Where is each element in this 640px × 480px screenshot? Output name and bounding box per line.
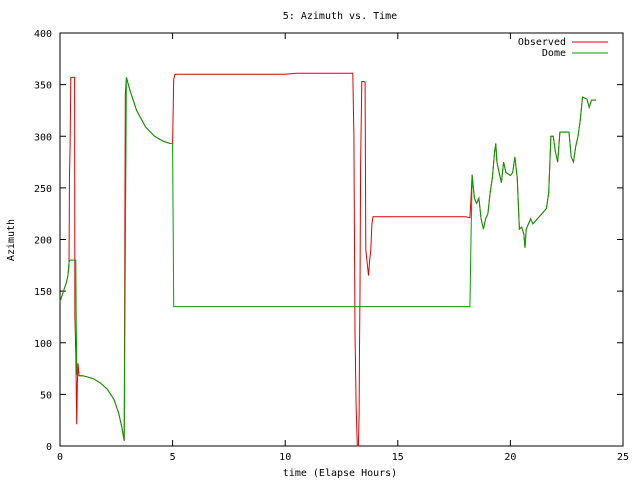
y-tick-label: 300 [34, 132, 52, 143]
y-tick-label: 400 [34, 29, 52, 40]
y-tick-label: 250 [34, 184, 52, 195]
series-line-observed [59, 72, 596, 447]
y-axis-label: Azimuth [6, 219, 17, 261]
y-tick-label: 100 [34, 339, 52, 350]
x-tick-label: 15 [392, 452, 404, 463]
x-axis-ticks: 0 5 10 15 20 25 [57, 33, 629, 463]
series-lines [59, 72, 596, 447]
y-tick-label: 150 [34, 287, 52, 298]
chart-title: 5: Azimuth vs. Time [283, 11, 397, 22]
y-tick-label: 350 [34, 81, 52, 92]
y-tick-label: 50 [40, 390, 52, 401]
x-tick-label: 20 [504, 452, 516, 463]
legend-label-dome: Dome [542, 48, 566, 59]
y-axis-ticks: 0 50 100 150 200 250 300 350 400 [34, 29, 623, 453]
x-axis-label: time (Elapse Hours) [283, 468, 397, 479]
x-tick-label: 0 [57, 452, 63, 463]
y-tick-label: 200 [34, 236, 52, 247]
x-tick-label: 5 [170, 452, 176, 463]
x-tick-label: 25 [617, 452, 629, 463]
y-tick-label: 0 [46, 442, 52, 453]
series-line-dome [59, 77, 596, 441]
plot-frame [59, 32, 624, 447]
x-tick-label: 10 [279, 452, 291, 463]
legend-label-observed: Observed [518, 37, 566, 48]
